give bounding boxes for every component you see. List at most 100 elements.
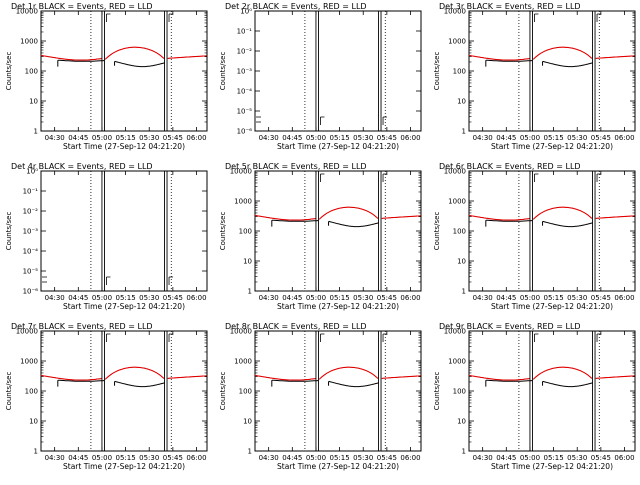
plot-frame (254, 10, 422, 132)
y-tick-label: 10 (457, 98, 466, 106)
chart-det2: Det 2r BLACK = Events, RED = LLD Counts/s… (219, 2, 422, 151)
plot-frame (468, 10, 636, 132)
x-tick-label: 05:00 (306, 294, 326, 302)
y-tick-label: 1000 (448, 198, 466, 206)
events-series-line (272, 219, 379, 228)
x-tick-label: 04:30 (45, 134, 65, 142)
segment-hook-mark (256, 116, 261, 123)
y-tick-label: 1 (462, 128, 466, 136)
x-tick-label: 05:00 (520, 134, 540, 142)
lld-series-line (468, 206, 635, 221)
segment-hook-mark (320, 173, 325, 182)
chart-det1: Det 1r BLACK = Events, RED = LLD Counts/s… (5, 2, 208, 151)
x-tick-label: 05:45 (591, 134, 611, 142)
x-tick-label: 05:30 (139, 454, 159, 462)
x-axis-label: Start Time (27-Sep-12 04:21:20) (277, 302, 399, 311)
x-tick-label: 04:45 (282, 294, 302, 302)
segment-hook-mark (106, 333, 111, 342)
y-tick-label: 1 (462, 448, 466, 456)
segment-hook-mark (596, 13, 602, 22)
y-tick-label: 10⁻⁶ (237, 128, 253, 136)
y-tick-label: 100 (25, 388, 38, 396)
segment-hook-mark (382, 116, 388, 125)
y-tick-label: 1000 (234, 358, 252, 366)
x-tick-label: 04:45 (282, 134, 302, 142)
y-tick-label: 1000 (234, 198, 252, 206)
y-tick-label: 10⁻⁶ (23, 288, 39, 296)
x-tick-label: 06:00 (614, 454, 634, 462)
y-tick-label: 1 (34, 128, 38, 136)
x-tick-label: 04:45 (282, 454, 302, 462)
events-series-line (272, 379, 379, 388)
y-tick-label: 10 (243, 258, 252, 266)
plot-frame (468, 330, 636, 452)
y-tick-label: 10⁻³ (23, 228, 39, 236)
x-tick-label: 04:30 (45, 294, 65, 302)
y-tick-label: 10⁻¹ (237, 28, 253, 36)
x-tick-label: 05:00 (92, 134, 112, 142)
segment-hook-mark (596, 333, 602, 342)
chart-det3: Det 3r BLACK = Events, RED = LLD Counts/s… (433, 2, 636, 151)
plot-frame (468, 170, 636, 292)
x-tick-label: 05:00 (306, 454, 326, 462)
y-tick-label: 10000 (444, 168, 466, 176)
chart-title: Det 8r BLACK = Events, RED = LLD (225, 322, 367, 331)
x-tick-label: 05:00 (92, 454, 112, 462)
chart-title: Det 1r BLACK = Events, RED = LLD (11, 2, 153, 11)
x-tick-label: 04:45 (68, 134, 88, 142)
x-tick-label: 05:30 (567, 454, 587, 462)
x-axis-label: Start Time (27-Sep-12 04:21:20) (277, 142, 399, 151)
x-tick-label: 04:30 (259, 134, 279, 142)
y-tick-label: 1000 (448, 358, 466, 366)
segment-hook-mark (320, 116, 325, 125)
x-tick-label: 04:30 (473, 454, 493, 462)
y-tick-label: 10 (29, 418, 38, 426)
x-tick-label: 06:00 (400, 294, 420, 302)
x-axis-label: Start Time (27-Sep-12 04:21:20) (491, 462, 613, 471)
y-axis-label: Counts/sec (433, 372, 441, 411)
x-tick-label: 06:00 (186, 294, 206, 302)
y-tick-label: 10000 (16, 328, 38, 336)
y-tick-label: 100 (453, 388, 466, 396)
segment-hook-mark (106, 276, 111, 285)
chart-det4: Det 4r BLACK = Events, RED = LLD Counts/s… (5, 162, 208, 311)
events-series-line (58, 59, 165, 68)
x-tick-label: 05:45 (163, 454, 183, 462)
x-tick-label: 05:45 (591, 454, 611, 462)
x-tick-label: 04:30 (259, 294, 279, 302)
plot-frame (40, 170, 208, 292)
chart-title: Det 6r BLACK = Events, RED = LLD (439, 162, 581, 171)
x-tick-label: 05:15 (543, 454, 563, 462)
x-tick-label: 05:15 (543, 294, 563, 302)
x-axis-label: Start Time (27-Sep-12 04:21:20) (63, 302, 185, 311)
segment-hook-mark (320, 333, 325, 342)
y-tick-label: 1000 (20, 38, 38, 46)
segment-hook-mark (534, 333, 539, 342)
y-tick-label: 10 (243, 418, 252, 426)
x-tick-label: 05:00 (520, 294, 540, 302)
y-tick-label: 10000 (16, 8, 38, 16)
y-axis-label: Counts/sec (219, 52, 227, 91)
x-axis-label: Start Time (27-Sep-12 04:21:20) (277, 462, 399, 471)
y-tick-label: 10⁻² (23, 208, 39, 216)
y-axis-label: Counts/sec (433, 52, 441, 91)
y-tick-label: 10⁻⁴ (237, 88, 253, 96)
plot-frame (254, 170, 422, 292)
y-tick-label: 10⁰ (26, 168, 38, 176)
x-tick-label: 05:30 (139, 134, 159, 142)
y-tick-label: 10⁻⁴ (23, 248, 39, 256)
y-tick-label: 1 (34, 448, 38, 456)
y-axis-label: Counts/sec (5, 52, 13, 91)
x-tick-label: 05:15 (115, 454, 135, 462)
x-tick-label: 05:15 (329, 454, 349, 462)
y-tick-label: 100 (453, 228, 466, 236)
y-tick-label: 10 (457, 258, 466, 266)
y-tick-label: 10⁻¹ (23, 188, 39, 196)
segment-hook-mark (534, 13, 539, 22)
x-tick-label: 05:45 (377, 134, 397, 142)
x-tick-label: 04:45 (496, 134, 516, 142)
y-axis-label: Counts/sec (5, 212, 13, 251)
lld-series-line (468, 366, 635, 381)
x-tick-label: 05:15 (329, 134, 349, 142)
